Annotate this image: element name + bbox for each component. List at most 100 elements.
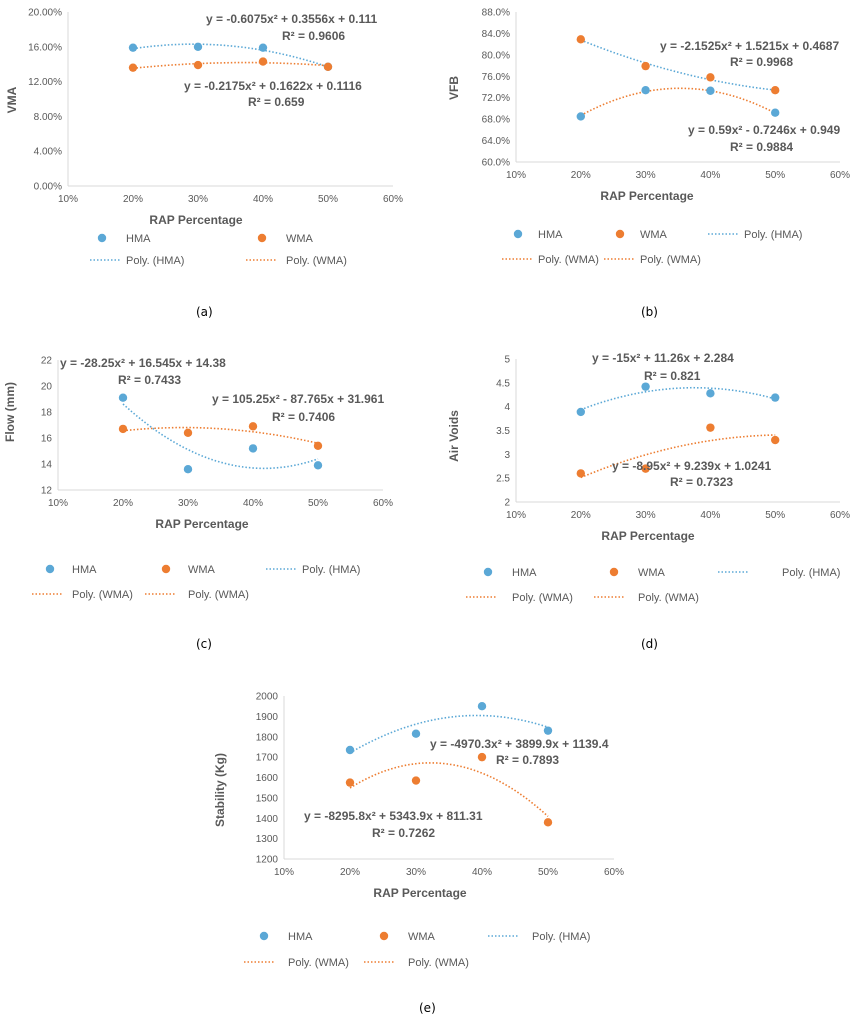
- x-tick-label: 10%: [48, 498, 68, 509]
- legend-label: Poly. (WMA): [286, 255, 347, 267]
- y-tick-label: 4.5: [496, 378, 510, 389]
- chart-e-stability: 1200 1300 1400 1500 1600 1700 1800 1900 2000 10% 2…: [213, 692, 624, 970]
- trend-equation: y = -2.1525x² + 1.5215x + 0.4687: [660, 39, 839, 53]
- trendline-wma: [132, 61, 329, 70]
- data-point-hma: [641, 86, 650, 95]
- legend-marker: [609, 567, 619, 577]
- data-point-wma: [258, 57, 268, 66]
- trend-equation: y = 0.59x² - 0.7246x + 0.949: [688, 123, 840, 137]
- caption-e: (e): [419, 1001, 436, 1015]
- legend-label: Poly. (HMA): [782, 567, 840, 579]
- legend-label: Poly. (WMA): [640, 254, 701, 266]
- data-point-wma: [248, 422, 258, 431]
- legend-marker: [615, 229, 625, 239]
- data-point-wma: [641, 464, 650, 473]
- r-squared-label: R² = 0.7893: [496, 753, 559, 767]
- trendline-hma: [132, 43, 329, 68]
- data-point-hma: [128, 43, 138, 52]
- trend-equation: y = 105.25x² - 87.765x + 31.961: [212, 392, 384, 406]
- r-squared-label: R² = 0.9968: [730, 55, 793, 69]
- x-tick-label: 20%: [113, 498, 133, 509]
- y-tick-label: 3: [504, 450, 510, 461]
- x-tick-label: 40%: [253, 194, 273, 205]
- y-tick-label: 1500: [256, 793, 279, 804]
- x-tick-label: 40%: [243, 498, 263, 509]
- y-tick-label: 18: [41, 408, 53, 419]
- y-tick-label: 3.5: [496, 426, 510, 437]
- legend-marker: [45, 564, 55, 574]
- trend-equation: y = -8.95x² + 9.239x + 1.0241: [612, 459, 771, 473]
- caption-a: (a): [196, 305, 213, 319]
- r-squared-label: R² = 0.9606: [282, 29, 345, 43]
- data-point-hma: [576, 112, 585, 121]
- legend-label: Poly. (WMA): [538, 254, 599, 266]
- data-point-wma: [576, 35, 585, 44]
- y-tick-label: 1900: [256, 712, 279, 723]
- data-point-wma: [183, 428, 193, 437]
- y-tick-label: 1400: [256, 814, 279, 825]
- chart-c-flow: 12 14 16 18 20 22 10% 20% 30% 40% 50% 60% RAP Percen…: [3, 356, 393, 602]
- y-tick-label: 2000: [256, 692, 279, 703]
- x-axis-title: RAP Percentage: [601, 529, 694, 543]
- caption-b: (b): [641, 305, 658, 319]
- x-tick-label: 10%: [274, 867, 294, 878]
- trend-equation: y = -8295.8x² + 5343.9x + 811.31: [304, 809, 483, 823]
- legend-label: Poly. (HMA): [302, 564, 360, 576]
- y-axis-title: Flow (mm): [3, 382, 17, 442]
- data-point-hma: [313, 461, 323, 470]
- x-axis-title: RAP Percentage: [149, 213, 242, 227]
- x-tick-label: 60%: [830, 170, 850, 181]
- data-point-hma: [183, 465, 193, 474]
- y-tick-label: 4.00%: [34, 147, 62, 158]
- chart-a-vma: 0.00% 4.00% 8.00% 12.00% 16.00% 20.00% 10% 20% 3…: [5, 8, 403, 268]
- trendline-wma: [122, 426, 319, 445]
- x-tick-label: 60%: [604, 867, 624, 878]
- x-axis-title: RAP Percentage: [600, 189, 693, 203]
- y-tick-label: 72.0%: [482, 93, 510, 104]
- legend-label: Poly. (HMA): [532, 931, 590, 943]
- legend-label: WMA: [188, 564, 216, 576]
- data-point-wma: [323, 62, 333, 72]
- data-point-wma: [706, 423, 715, 432]
- x-tick-label: 20%: [123, 194, 143, 205]
- y-tick-label: 20.00%: [28, 8, 62, 19]
- y-tick-label: 1200: [256, 855, 279, 866]
- legend-label: WMA: [408, 931, 436, 943]
- x-tick-label: 30%: [188, 194, 208, 205]
- x-tick-label: 60%: [373, 498, 393, 509]
- y-tick-label: 22: [41, 356, 53, 367]
- y-tick-label: 0.00%: [34, 182, 62, 193]
- data-point-hma: [345, 745, 355, 755]
- y-tick-label: 88.0%: [482, 8, 510, 19]
- trend-equation: y = -15x² + 11.26x + 2.284: [592, 351, 734, 365]
- data-point-hma: [258, 43, 268, 52]
- data-point-wma: [706, 73, 715, 82]
- x-tick-label: 50%: [308, 498, 328, 509]
- legend-label: Poly. (HMA): [126, 255, 184, 267]
- r-squared-label: R² = 0.7433: [118, 373, 181, 387]
- legend-label: WMA: [640, 229, 668, 241]
- data-point-hma: [771, 393, 780, 402]
- legend-label: Poly. (WMA): [408, 957, 469, 969]
- caption-c: (c): [196, 637, 212, 651]
- y-tick-label: 60.0%: [482, 158, 510, 169]
- data-point-hma: [411, 729, 421, 738]
- legend-label: Poly. (WMA): [512, 592, 573, 604]
- y-tick-label: 20: [41, 382, 53, 393]
- x-tick-label: 50%: [318, 194, 338, 205]
- x-tick-label: 30%: [636, 510, 656, 521]
- data-point-hma: [576, 407, 585, 417]
- trendline-hma: [349, 714, 549, 754]
- x-tick-label: 40%: [700, 170, 720, 181]
- x-tick-label: 60%: [830, 510, 850, 521]
- x-tick-label: 50%: [765, 170, 785, 181]
- legend-label: Poly. (HMA): [744, 229, 802, 241]
- legend-label: WMA: [638, 567, 666, 579]
- data-point-wma: [477, 752, 487, 762]
- y-tick-label: 80.0%: [482, 50, 510, 61]
- x-tick-label: 10%: [506, 170, 526, 181]
- y-tick-label: 2: [504, 498, 510, 509]
- x-axis-title: RAP Percentage: [373, 886, 466, 900]
- legend-label: HMA: [512, 567, 537, 579]
- chart-d-air-voids: 2 2.5 3 3.5 4 4.5 5 10% 20% 30% 40% 50% 60% RAP Perce…: [447, 351, 850, 604]
